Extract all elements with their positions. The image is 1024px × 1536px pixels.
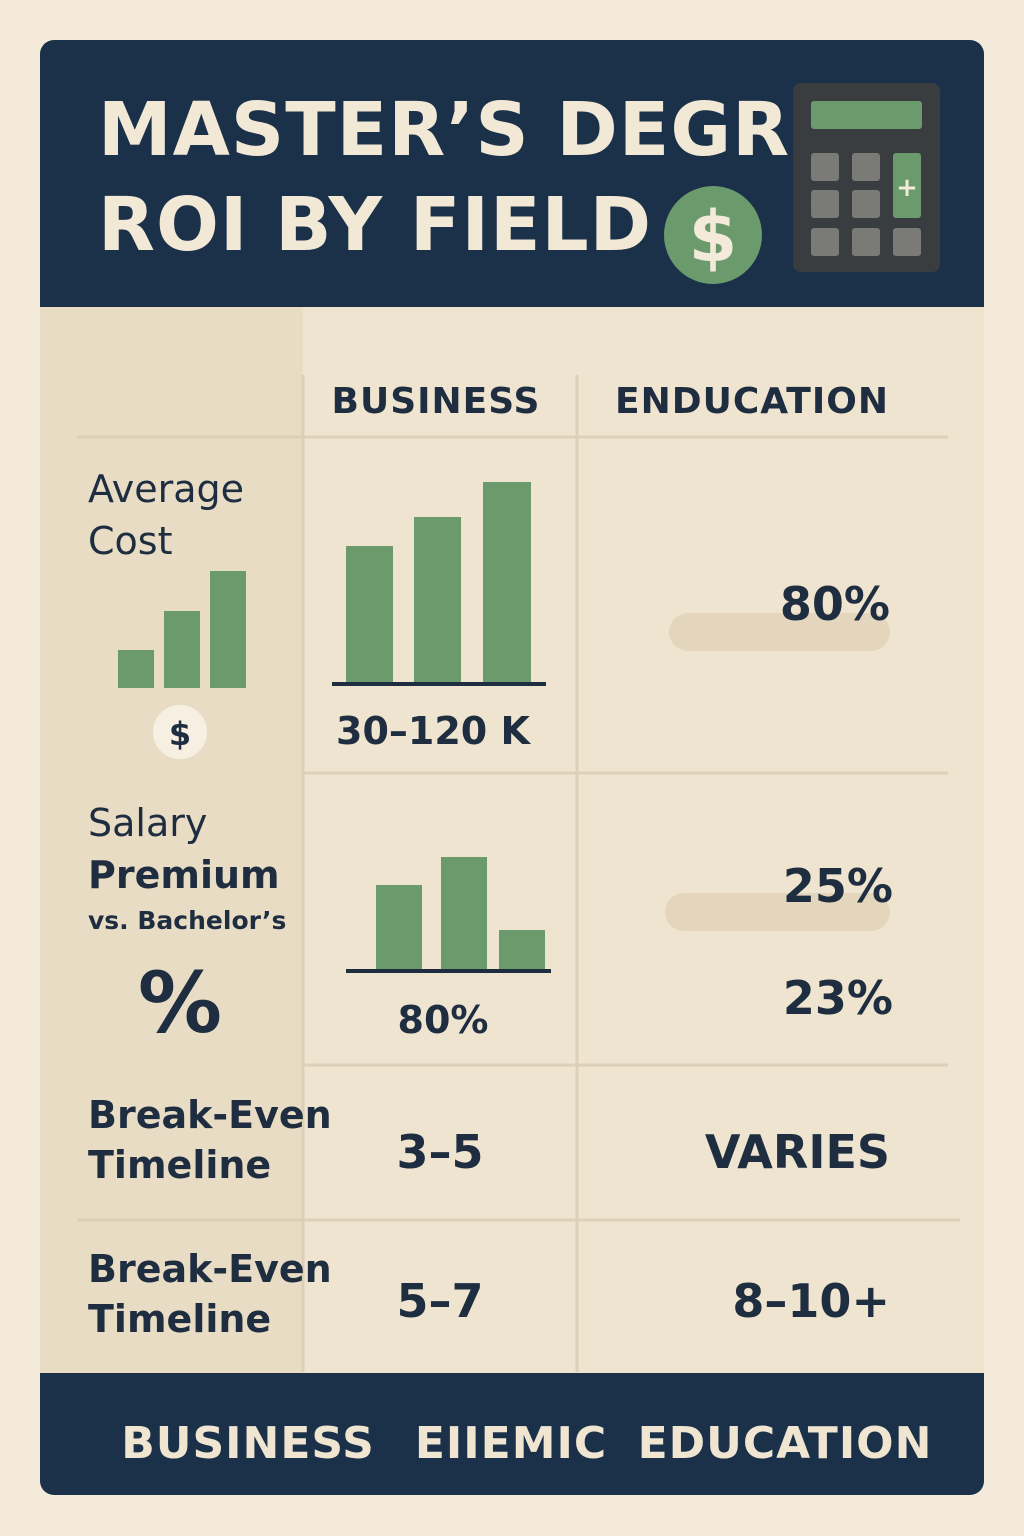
row-label: Break-Even: [88, 1247, 332, 1291]
title-line: ROI BY FIELD: [98, 182, 652, 268]
business-value: 30–120 K: [336, 709, 531, 753]
table-grid: [77, 375, 960, 1372]
education-value: 23%: [783, 971, 893, 1025]
row-icon: %: [138, 954, 222, 1052]
row-label: Timeline: [88, 1297, 271, 1341]
row-label: Premium: [88, 853, 280, 897]
education-value: VARIES: [705, 1125, 890, 1179]
dollar-badge: [153, 705, 207, 759]
footer-item: EIIEMIC: [415, 1418, 607, 1469]
education-value: 8–10+: [732, 1274, 890, 1328]
education-value: 80%: [780, 577, 890, 631]
column-header: ENDUCATION: [615, 381, 889, 422]
value-pill: [669, 613, 890, 651]
education-value: 25%: [783, 859, 893, 913]
calculator-screen: [811, 101, 922, 129]
cost-icon-bars: [118, 571, 246, 688]
title-line: MASTER’S DEGRE: [98, 87, 842, 173]
business-value: 3–5: [396, 1125, 483, 1179]
business-premium-bars: [346, 857, 551, 973]
coin-icon: [664, 186, 762, 284]
calculator-key-label: +: [896, 173, 918, 203]
row-label: Average: [88, 467, 244, 511]
label-column-shade: [40, 307, 303, 1373]
row-label: Cost: [88, 519, 172, 563]
footer-item: BUSINESS: [121, 1418, 375, 1469]
coin-symbol: $: [689, 196, 738, 278]
business-cost-bars: [332, 482, 546, 686]
calculator-keys: [811, 153, 921, 256]
row-sublabel: vs. Bachelor’s: [88, 906, 286, 935]
footer-item: EDUCATION: [638, 1418, 933, 1469]
row-label: Timeline: [88, 1143, 271, 1187]
column-header: BUSINESS: [332, 381, 541, 422]
business-value: 5–7: [396, 1274, 483, 1328]
row-label: Break-Even: [88, 1093, 332, 1137]
row-label: Salary: [88, 801, 207, 845]
business-value: 80%: [398, 998, 489, 1042]
row-icon: $: [169, 715, 191, 753]
value-pill: [665, 893, 890, 931]
calculator-plus-key: [893, 153, 921, 218]
